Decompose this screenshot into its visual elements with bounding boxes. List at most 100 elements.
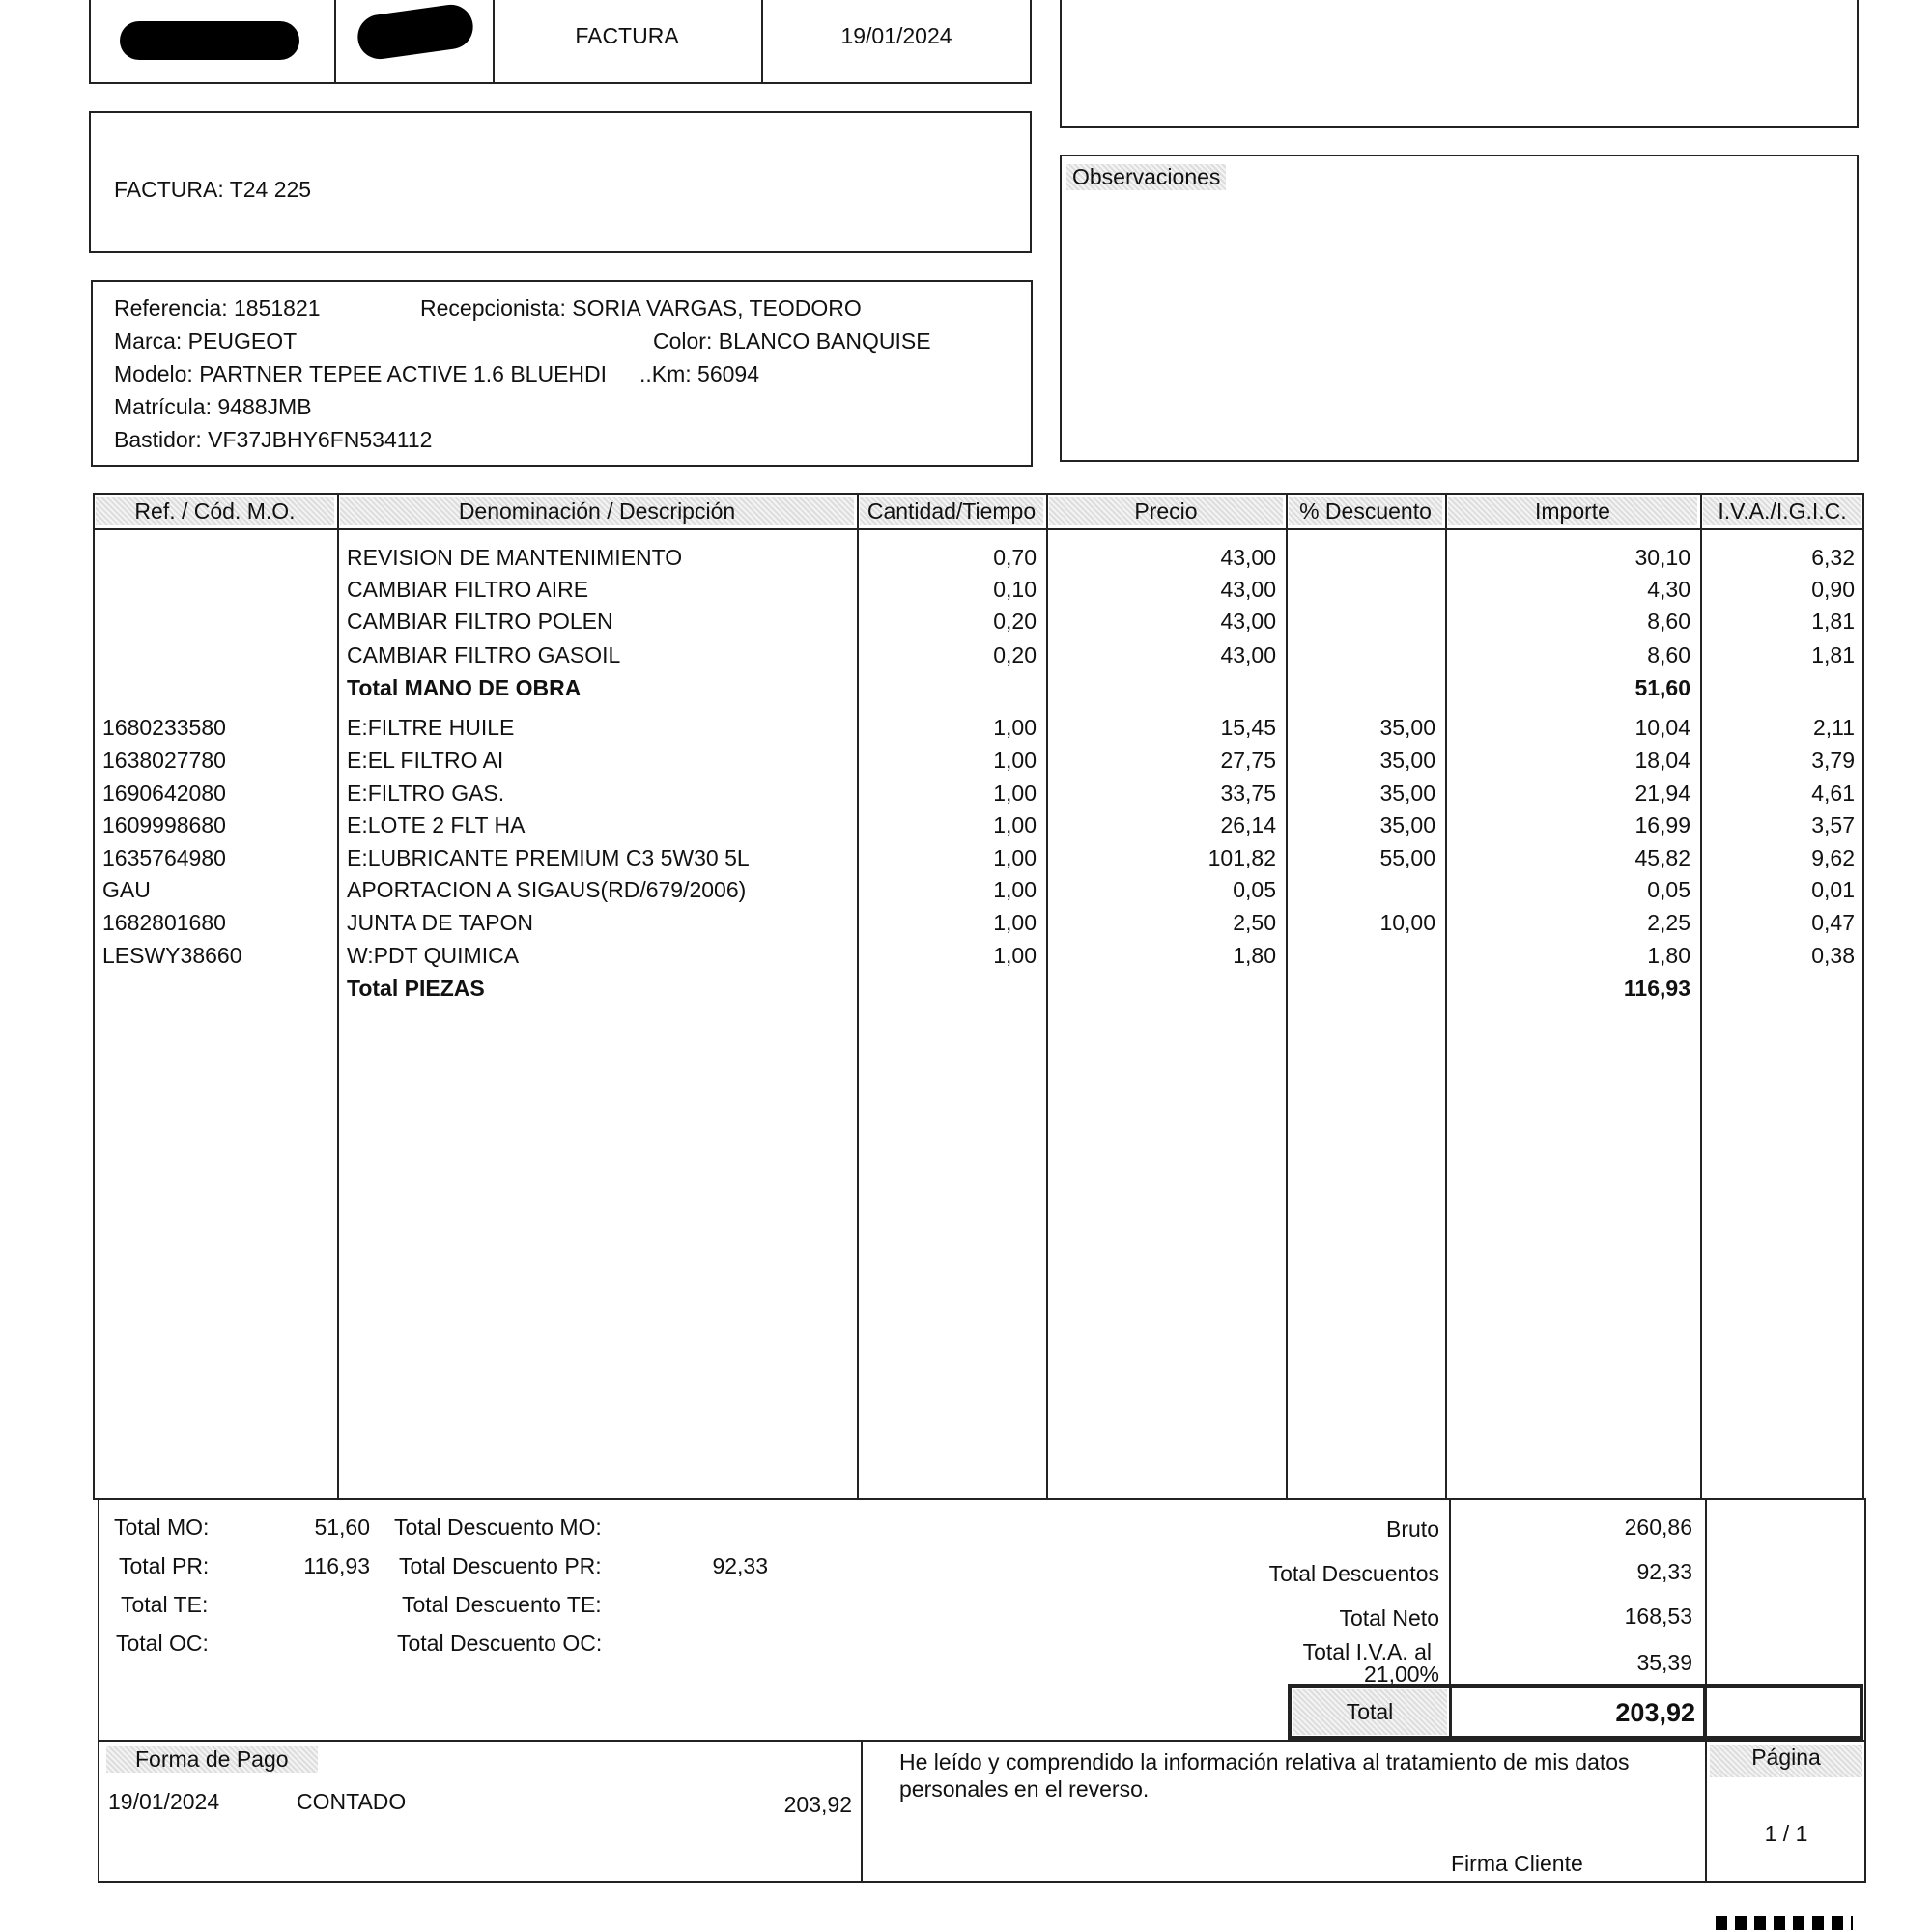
payment-method: CONTADO [297,1789,407,1814]
iva-label: Total I.V.A. al [1302,1639,1432,1664]
grand-total-label: Total [1293,1689,1447,1735]
neto: 168,53 [1624,1604,1692,1629]
cell-qty: 1,00 [993,812,1037,837]
doc-type: FACTURA [575,23,679,48]
cell-amount: 2,25 [1647,910,1690,935]
cell-disc: 35,00 [1379,748,1435,773]
cell-disc: 35,00 [1379,812,1435,837]
total-dpr-label: Total Descuento PR: [399,1553,602,1578]
total-te-label: Total TE: [121,1592,209,1617]
redacted-name [120,21,299,60]
cell-vat: 4,61 [1811,781,1855,806]
cell-vat: 3,57 [1811,812,1855,837]
cell-amount: 18,04 [1634,748,1690,773]
cell-price: 1,80 [1233,943,1276,968]
cell-qty: 1,00 [993,715,1037,740]
cell-amount: 51,60 [1634,675,1690,700]
payment-amount: 203,92 [783,1792,852,1817]
cell-price: 43,00 [1220,577,1276,602]
column-divider [1445,493,1447,1498]
cell-ref: 1690642080 [102,781,226,806]
signature-label: Firma Cliente [1451,1851,1583,1876]
cell-desc: CAMBIAR FILTRO GASOIL [347,642,621,667]
iva-rate: 21,00% [1363,1661,1439,1687]
total-dmo-label: Total Descuento MO: [394,1515,602,1540]
header-box [89,0,1032,84]
cell-amount: 45,82 [1634,845,1690,870]
cell-price: 0,05 [1233,877,1276,902]
column-divider [1700,493,1702,1498]
vehicle-marca: Marca: PEUGEOT [114,328,298,354]
cell-price: 27,75 [1220,748,1276,773]
grand-total-box [1288,1684,1863,1740]
cell-disc: 35,00 [1379,781,1435,806]
cell-vat: 1,81 [1811,642,1855,667]
cell-desc: Total PIEZAS [347,976,485,1001]
cell-ref: 1635764980 [102,845,226,870]
cell-amount: 21,94 [1634,781,1690,806]
vehicle-referencia: Referencia: 1851821 [114,296,321,321]
column-header-price: Precio [1049,497,1283,525]
payment-date: 19/01/2024 [108,1789,220,1814]
descuentos-label: Total Descuentos [1268,1561,1439,1586]
vehicle-color: Color: BLANCO BANQUISE [653,328,931,354]
total-doc-label: Total Descuento OC: [397,1631,603,1656]
total-dte-label: Total Descuento TE: [402,1592,602,1617]
cell-ref: 1682801680 [102,910,226,935]
vehicle-bastidor: Bastidor: VF37JBHY6FN534112 [114,427,433,452]
cell-disc: 35,00 [1379,715,1435,740]
cell-price: 2,50 [1233,910,1276,935]
cell-desc: REVISION DE MANTENIMIENTO [347,545,683,570]
cell-qty: 1,00 [993,845,1037,870]
total-oc-label: Total OC: [116,1631,209,1656]
cell-amount: 0,05 [1647,877,1690,902]
total-dpr: 92,33 [712,1553,768,1578]
cell-price: 26,14 [1220,812,1276,837]
cell-desc: E:EL FILTRO AI [347,748,504,773]
cell-amount: 10,04 [1634,715,1690,740]
cell-vat: 2,11 [1812,715,1855,740]
cell-qty: 1,00 [993,943,1037,968]
total-pr: 116,93 [303,1553,370,1578]
iva: 35,39 [1636,1650,1692,1675]
client-box [1060,0,1859,128]
cell-price: 33,75 [1220,781,1276,806]
vehicle-matricula: Matrícula: 9488JMB [114,394,312,419]
descuentos: 92,33 [1636,1559,1692,1584]
total-mo: 51,60 [314,1515,370,1540]
cell-vat: 0,01 [1811,877,1855,902]
invoice-number: FACTURA: T24 225 [114,177,312,202]
cell-ref: 1680233580 [102,715,226,740]
cell-amount: 4,30 [1647,577,1690,602]
doc-date: 19/01/2024 [840,23,952,48]
cell-qty: 0,10 [993,577,1037,602]
column-divider [337,493,339,1498]
cell-ref: 1638027780 [102,748,226,773]
cell-amount: 1,80 [1647,943,1690,968]
cell-vat: 0,90 [1811,577,1855,602]
cell-desc: CAMBIAR FILTRO POLEN [347,609,613,634]
cell-vat: 0,47 [1811,910,1855,935]
cell-desc: APORTACION A SIGAUS(RD/679/2006) [347,877,747,902]
cell-vat: 9,62 [1811,845,1855,870]
cell-vat: 1,81 [1811,609,1855,634]
cell-amount: 30,10 [1634,545,1690,570]
cell-vat: 3,79 [1811,748,1855,773]
footer-box [98,1740,1866,1883]
observations-box [1060,155,1859,462]
cell-desc: E:FILTRO GAS. [347,781,505,806]
cell-vat: 6,32 [1811,545,1855,570]
cell-desc: Total MANO DE OBRA [347,675,582,700]
cell-disc: 10,00 [1379,910,1435,935]
column-header-vat: I.V.A./I.G.I.C. [1703,497,1861,525]
cell-price: 43,00 [1220,609,1276,634]
qr-code-icon [1716,1916,1853,1930]
cell-price: 101,82 [1208,845,1276,870]
cell-amount: 16,99 [1634,812,1690,837]
column-divider [1286,493,1288,1498]
cell-qty: 1,00 [993,748,1037,773]
cell-desc: E:LUBRICANTE PREMIUM C3 5W30 5L [347,845,750,870]
vehicle-recepcionista: Recepcionista: SORIA VARGAS, TEODORO [420,296,862,321]
cell-ref: GAU [102,877,151,902]
column-header-qty: Cantidad/Tiempo [860,497,1043,525]
